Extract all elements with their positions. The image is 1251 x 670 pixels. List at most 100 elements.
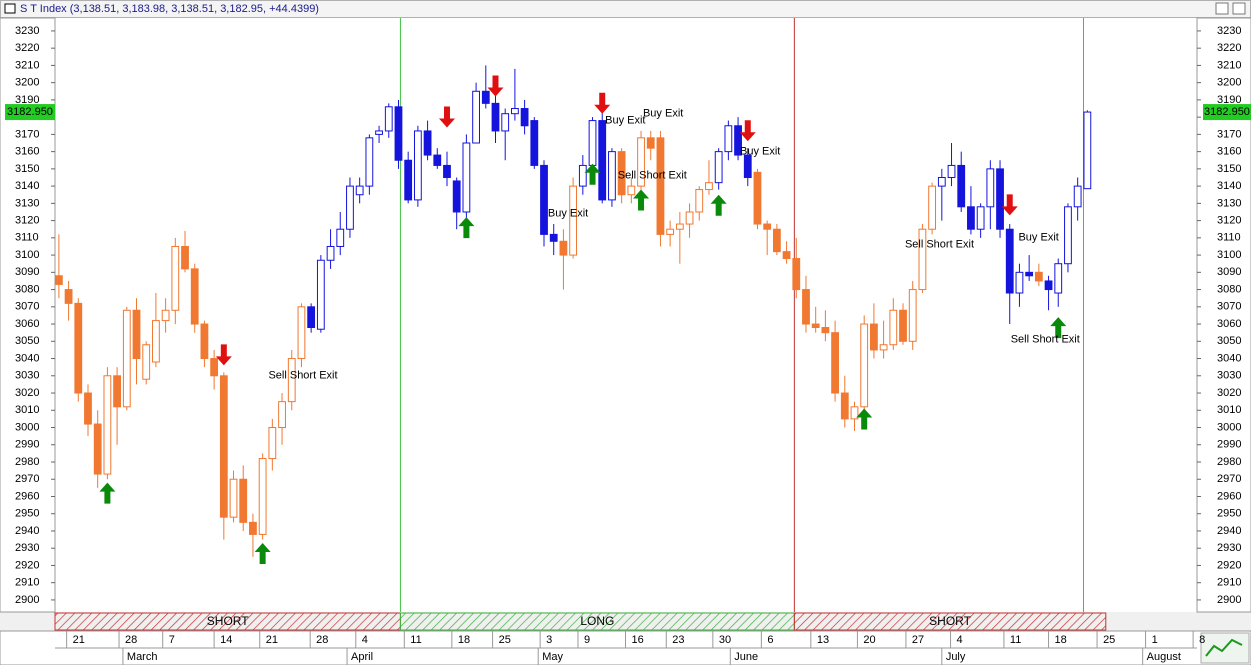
candle-body xyxy=(870,323,878,351)
candle-body xyxy=(394,106,403,161)
candle-body xyxy=(705,182,713,191)
region-label: LONG xyxy=(580,614,614,628)
candle-body xyxy=(530,120,539,166)
y-tick-label: 3050 xyxy=(15,335,39,347)
candle-body xyxy=(152,320,160,363)
x-tick-label: 9 xyxy=(584,634,590,646)
y-tick-label: 2960 xyxy=(15,490,39,502)
y-tick-label: 3090 xyxy=(15,266,39,278)
candle-body xyxy=(772,228,781,253)
y-tick-label-right: 3160 xyxy=(1217,146,1241,158)
y-tick-label-right: 3080 xyxy=(1217,283,1241,295)
y-tick-label: 2920 xyxy=(15,559,39,571)
candle-body xyxy=(782,251,791,260)
y-tick-label-right: 3000 xyxy=(1217,421,1241,433)
candle-body xyxy=(879,344,888,351)
last-price-box xyxy=(1203,104,1251,121)
month-label: May xyxy=(542,651,563,663)
candle-body xyxy=(287,358,296,403)
y-tick-label: 3020 xyxy=(15,387,39,399)
y-tick-label: 3000 xyxy=(15,421,39,433)
y-tick-label-right: 3170 xyxy=(1217,128,1241,140)
candle-body xyxy=(831,332,839,394)
y-tick-label: 3060 xyxy=(15,318,39,330)
region-label: SHORT xyxy=(207,614,249,628)
y-tick-label: 3140 xyxy=(15,180,39,192)
candle-body xyxy=(1015,271,1024,294)
x-tick-label: 21 xyxy=(266,634,278,646)
candle-body xyxy=(559,240,568,256)
y-tick-label: 3190 xyxy=(15,94,39,106)
buy-arrow xyxy=(1050,317,1067,339)
last-price-label: 3182.950 xyxy=(7,106,53,118)
x-tick-label: 27 xyxy=(912,634,924,646)
y-tick-label: 3220 xyxy=(15,42,39,54)
month-label: April xyxy=(351,651,373,663)
candle-body xyxy=(598,120,607,201)
y-tick-label: 3120 xyxy=(15,215,39,227)
annotation: Buy Exit xyxy=(1018,232,1058,244)
y-tick-label: 2930 xyxy=(15,542,39,554)
candle-body xyxy=(200,323,209,360)
x-tick-label: 13 xyxy=(817,634,829,646)
candle-body xyxy=(889,309,898,346)
candle-body xyxy=(695,189,704,213)
candle-body xyxy=(1025,271,1034,277)
close-button[interactable] xyxy=(1232,2,1246,15)
y-tick-label-right: 2950 xyxy=(1217,508,1241,520)
y-tick-label: 3040 xyxy=(15,352,39,364)
y-tick-label-right: 2920 xyxy=(1217,559,1241,571)
candle-body xyxy=(792,258,801,291)
candle-body xyxy=(1054,263,1063,294)
candle-body xyxy=(811,323,820,329)
candle-body xyxy=(346,185,354,230)
y-tick-label-right: 2940 xyxy=(1217,525,1241,537)
candle-body xyxy=(540,164,548,235)
y-tick-label: 3130 xyxy=(15,197,39,209)
y-tick-label: 2940 xyxy=(15,525,39,537)
candle-body xyxy=(549,233,558,242)
candle-body xyxy=(74,302,83,394)
candle-body xyxy=(365,137,374,187)
x-tick-label: 6 xyxy=(767,634,773,646)
y-tick-label-right: 3050 xyxy=(1217,335,1241,347)
y-tick-label-right: 3140 xyxy=(1217,180,1241,192)
y-tick-label-right: 2930 xyxy=(1217,542,1241,554)
y-tick-label: 3170 xyxy=(15,128,39,140)
y-tick-label-right: 3230 xyxy=(1217,25,1241,37)
y-tick-label-right: 2900 xyxy=(1217,594,1241,606)
candle-body xyxy=(947,164,956,178)
candle-body xyxy=(132,309,141,360)
y-tick-label-right: 3110 xyxy=(1217,232,1241,244)
candle-body xyxy=(122,309,131,408)
y-tick-label-right: 3210 xyxy=(1217,59,1241,71)
y-tick-label-right: 3030 xyxy=(1217,370,1241,382)
candle-body xyxy=(656,137,665,235)
x-tick-label: 1 xyxy=(1152,634,1158,646)
window-icon xyxy=(4,3,16,14)
y-tick-label-right: 3200 xyxy=(1217,77,1241,89)
y-tick-label-right: 2980 xyxy=(1217,456,1241,468)
candle-body xyxy=(210,358,219,377)
candle-body xyxy=(734,125,742,156)
candle-body xyxy=(937,176,946,187)
sell-arrow xyxy=(1001,194,1018,216)
x-tick-label: 28 xyxy=(125,634,137,646)
candle-body xyxy=(646,137,655,149)
x-tick-label: 3 xyxy=(546,634,552,646)
x-tick-label: 18 xyxy=(458,634,470,646)
candle-body xyxy=(753,171,762,225)
candle-body xyxy=(1005,228,1014,294)
y-tick-label-right: 3150 xyxy=(1217,163,1241,175)
y-tick-label: 2900 xyxy=(15,594,39,606)
candle-body xyxy=(1044,280,1053,291)
annotation: Buy Exit xyxy=(643,108,683,120)
buy-arrow xyxy=(254,543,271,565)
restore-button[interactable] xyxy=(1215,2,1229,15)
sell-arrow xyxy=(438,106,455,128)
candle-body xyxy=(763,223,772,230)
candle-body xyxy=(452,180,461,213)
y-tick-label: 3030 xyxy=(15,370,39,382)
y-tick-label: 3200 xyxy=(15,77,39,89)
